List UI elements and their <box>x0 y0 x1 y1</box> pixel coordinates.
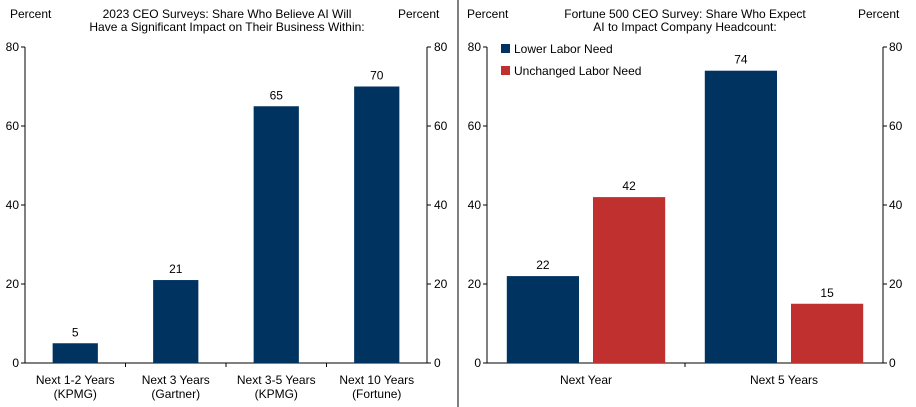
x-tick-label: Next 3-5 Years <box>237 373 316 387</box>
y-tick-label-left: 20 <box>6 277 20 291</box>
x-tick-label: Next 10 Years <box>339 373 414 387</box>
y-tick-label-right: 40 <box>434 198 448 212</box>
x-tick-label: (KPMG) <box>54 387 97 401</box>
y-tick-label-left: 60 <box>6 119 20 133</box>
chart-title-line: 2023 CEO Surveys: Share Who Believe AI W… <box>103 7 352 21</box>
y-tick-label-right: 0 <box>889 356 896 370</box>
chart-title-line: AI to Impact Company Headcount: <box>593 20 776 34</box>
y-tick-label-right: 20 <box>434 277 448 291</box>
bar-data-label: 42 <box>622 179 636 193</box>
legend-label: Unchanged Labor Need <box>514 64 641 78</box>
legend-swatch <box>501 66 510 75</box>
y-tick-label-left: 60 <box>468 119 482 133</box>
y-axis-unit-right: Percent <box>858 7 900 21</box>
y-tick-label-left: 80 <box>6 40 20 54</box>
bar-data-label: 15 <box>820 286 834 300</box>
y-tick-label-right: 40 <box>889 198 903 212</box>
y-tick-label-right: 20 <box>889 277 903 291</box>
y-tick-label-left: 40 <box>6 198 20 212</box>
x-tick-label: Next Year <box>560 373 612 387</box>
chart-title-line: Have a Significant Impact on Their Busin… <box>89 20 364 34</box>
bar <box>704 70 777 363</box>
legend-swatch <box>501 44 510 53</box>
bar-data-label: 5 <box>72 325 79 339</box>
bar <box>593 197 666 363</box>
y-tick-label-left: 80 <box>468 40 482 54</box>
y-tick-label-left: 0 <box>12 356 19 370</box>
bar <box>253 106 299 363</box>
bar-data-label: 70 <box>370 69 384 83</box>
y-tick-label-right: 80 <box>889 40 903 54</box>
y-tick-label-left: 0 <box>474 356 481 370</box>
y-tick-label-left: 40 <box>468 198 482 212</box>
bar-data-label: 65 <box>270 88 284 102</box>
legend-label: Lower Labor Need <box>514 42 613 56</box>
y-tick-label-right: 60 <box>889 119 903 133</box>
x-tick-label: Next 1-2 Years <box>36 373 115 387</box>
y-tick-label-right: 0 <box>434 356 441 370</box>
bar <box>52 343 98 363</box>
y-axis-unit-left: Percent <box>10 7 52 21</box>
bar-data-label: 21 <box>169 262 183 276</box>
bar <box>506 276 579 363</box>
y-tick-label-right: 60 <box>434 119 448 133</box>
x-tick-label: Next 3 Years <box>142 373 210 387</box>
y-axis-unit-right: Percent <box>398 7 440 21</box>
bar-data-label: 74 <box>734 53 748 67</box>
x-tick-label: (Gartner) <box>151 387 200 401</box>
bar <box>153 280 199 363</box>
x-tick-label: (KPMG) <box>255 387 298 401</box>
bar <box>791 303 864 363</box>
bar-data-label: 22 <box>536 258 550 272</box>
bar <box>354 86 400 363</box>
x-tick-label: (Fortune) <box>352 387 401 401</box>
chart-title-line: Fortune 500 CEO Survey: Share Who Expect <box>564 7 806 21</box>
y-tick-label-left: 20 <box>468 277 482 291</box>
x-tick-label: Next 5 Years <box>750 373 818 387</box>
y-tick-label-right: 80 <box>434 40 448 54</box>
y-axis-unit-left: Percent <box>467 7 509 21</box>
